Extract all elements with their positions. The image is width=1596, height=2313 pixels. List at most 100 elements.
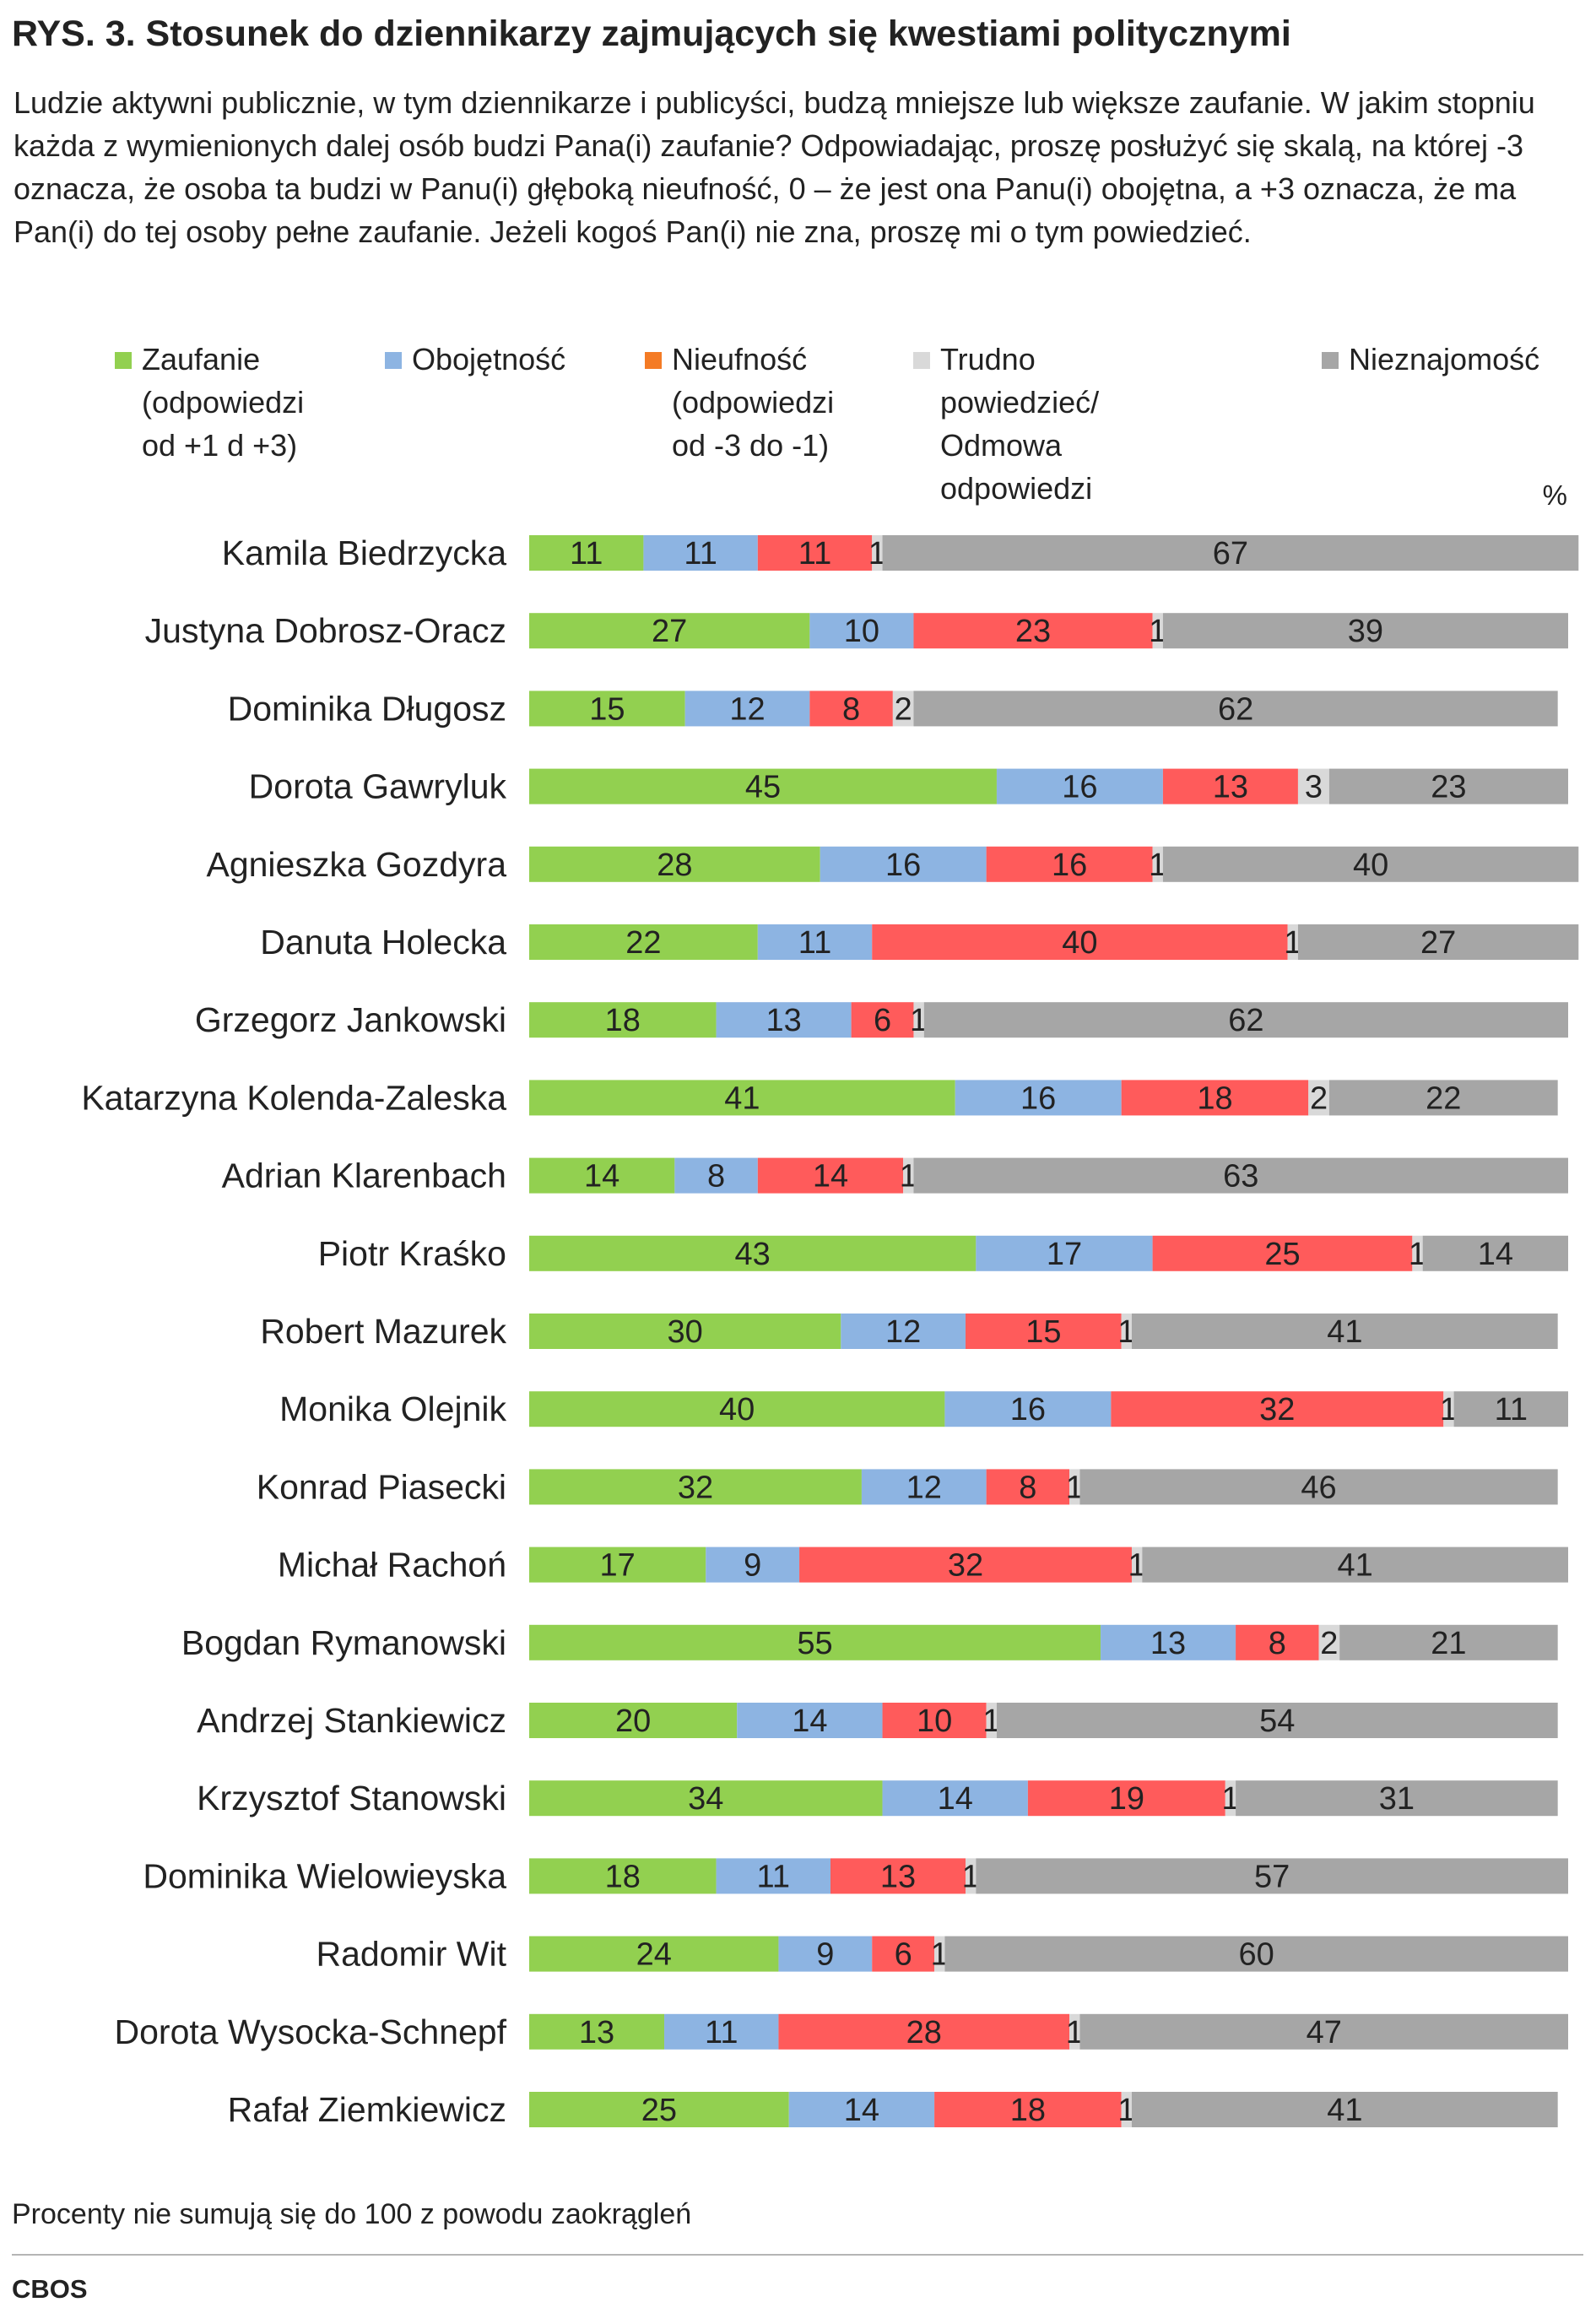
bar-segment-grzegorz-jankowski-s0 bbox=[529, 1002, 717, 1038]
data-label-andrzej-stankiewicz-s0: 20 bbox=[615, 1704, 651, 1739]
data-label-kamila-biedrzycka-s3: 1 bbox=[868, 536, 886, 571]
category-label-dorota-wysocka-schnepf: Dorota Wysocka-Schnepf bbox=[115, 2012, 507, 2051]
data-label-piotr-krasko-s3: 1 bbox=[1409, 1237, 1426, 1272]
bar-segment-dorota-wysocka-schnepf-s3 bbox=[1069, 2013, 1080, 2050]
category-label-agnieszka-gozdyra: Agnieszka Gozdyra bbox=[206, 845, 506, 884]
legend-swatch-obojetnosc bbox=[385, 352, 402, 369]
data-label-konrad-piasecki-s4: 46 bbox=[1301, 1470, 1336, 1505]
data-label-piotr-krasko-s2: 25 bbox=[1264, 1237, 1300, 1272]
bar-segment-piotr-krasko-s2 bbox=[1152, 1235, 1413, 1271]
data-label-bogdan-rymanowski-s4: 21 bbox=[1431, 1626, 1466, 1661]
data-label-konrad-piasecki-s1: 12 bbox=[906, 1470, 942, 1505]
data-label-radomir-wit-s1: 9 bbox=[816, 1937, 834, 1973]
bar-segment-dominika-dlugosz-s1 bbox=[684, 691, 810, 727]
data-label-dorota-wysocka-schnepf-s4: 47 bbox=[1307, 2015, 1342, 2050]
bar-segment-konrad-piasecki-s4 bbox=[1079, 1469, 1558, 1505]
bar-segment-katarzyna-kolenda-zaleska-s2 bbox=[1121, 1080, 1309, 1116]
data-label-rafal-ziemkiewicz-s1: 14 bbox=[844, 2093, 879, 2128]
bar-segment-andrzej-stankiewicz-s3 bbox=[986, 1703, 997, 1738]
bar-segment-kamila-biedrzycka-s3 bbox=[872, 535, 883, 571]
bar-segment-konrad-piasecki-s1 bbox=[861, 1469, 987, 1505]
data-label-robert-mazurek-s2: 15 bbox=[1025, 1314, 1061, 1350]
category-label-dorota-gawryluk: Dorota Gawryluk bbox=[249, 767, 507, 806]
data-label-kamila-biedrzycka-s4: 67 bbox=[1213, 536, 1248, 571]
bar-segment-konrad-piasecki-s3 bbox=[1069, 1469, 1080, 1505]
bar-segment-robert-mazurek-s2 bbox=[966, 1314, 1122, 1349]
survey-question: Ludzie aktywni publicznie, w tym dzienni… bbox=[14, 85, 1535, 249]
category-label-krzysztof-stanowski: Krzysztof Stanowski bbox=[197, 1779, 506, 1817]
legend-label-trudno-powiedziec: Trudno powiedzieć/ Odmowa odpowiedzi bbox=[940, 342, 1100, 506]
data-label-grzegorz-jankowski-s0: 18 bbox=[605, 1003, 641, 1038]
bar-segment-dominika-dlugosz-s2 bbox=[809, 691, 893, 727]
category-label-dominika-wielowieyska: Dominika Wielowieyska bbox=[143, 1856, 506, 1895]
category-label-monika-olejnik: Monika Olejnik bbox=[279, 1389, 506, 1428]
data-label-dorota-gawryluk-s0: 45 bbox=[745, 770, 781, 805]
bar-segment-dominika-wielowieyska-s4 bbox=[976, 1858, 1568, 1894]
legend-label-obojetnosc: Obojętność bbox=[412, 342, 566, 376]
bar-segment-justyna-dobrosz-oracz-s1 bbox=[809, 613, 914, 649]
data-label-piotr-krasko-s0: 43 bbox=[735, 1237, 771, 1272]
data-label-bogdan-rymanowski-s1: 13 bbox=[1150, 1626, 1186, 1661]
bar-segment-agnieszka-gozdyra-s4 bbox=[1162, 846, 1579, 882]
data-label-michal-rachon-s2: 32 bbox=[948, 1548, 983, 1584]
bar-segment-andrzej-stankiewicz-s1 bbox=[737, 1703, 883, 1738]
legend-label-nieznajomosc: Nieznajomość bbox=[1349, 342, 1540, 376]
bar-segment-dorota-gawryluk-s4 bbox=[1328, 768, 1568, 804]
bar-segment-robert-mazurek-s3 bbox=[1121, 1314, 1132, 1349]
data-label-robert-mazurek-s1: 12 bbox=[885, 1314, 921, 1350]
bar-segment-justyna-dobrosz-oracz-s2 bbox=[913, 613, 1153, 649]
data-label-dominika-wielowieyska-s0: 18 bbox=[605, 1859, 641, 1894]
data-label-andrzej-stankiewicz-s1: 14 bbox=[792, 1704, 827, 1739]
data-label-radomir-wit-s4: 60 bbox=[1239, 1937, 1274, 1973]
bar-segment-bogdan-rymanowski-s1 bbox=[1101, 1624, 1236, 1660]
data-label-robert-mazurek-s0: 30 bbox=[668, 1314, 703, 1350]
data-label-radomir-wit-s0: 24 bbox=[636, 1937, 672, 1973]
data-label-monika-olejnik-s4: 11 bbox=[1495, 1392, 1528, 1427]
bar-segment-danuta-holecka-s0 bbox=[529, 924, 758, 960]
bar-segment-konrad-piasecki-s0 bbox=[529, 1469, 862, 1505]
data-label-michal-rachon-s4: 41 bbox=[1337, 1548, 1372, 1584]
bar-segment-bogdan-rymanowski-s2 bbox=[1236, 1624, 1319, 1660]
data-label-monika-olejnik-s0: 40 bbox=[719, 1392, 755, 1427]
bar-segment-dorota-wysocka-schnepf-s1 bbox=[664, 2013, 779, 2050]
data-label-dorota-wysocka-schnepf-s0: 13 bbox=[579, 2015, 614, 2050]
bar-segment-michal-rachon-s1 bbox=[706, 1547, 800, 1583]
category-label-bogdan-rymanowski: Bogdan Rymanowski bbox=[181, 1623, 506, 1662]
data-label-konrad-piasecki-s0: 32 bbox=[678, 1470, 713, 1505]
legend-swatch-nieufnosc bbox=[645, 352, 662, 369]
category-label-grzegorz-jankowski: Grzegorz Jankowski bbox=[195, 1000, 506, 1039]
bar-segment-dorota-gawryluk-s2 bbox=[1162, 768, 1298, 804]
bar-segment-andrzej-stankiewicz-s2 bbox=[882, 1703, 987, 1738]
data-label-kamila-biedrzycka-s0: 11 bbox=[570, 536, 603, 571]
bar-segment-danuta-holecka-s2 bbox=[872, 924, 1288, 960]
data-label-dorota-gawryluk-s1: 16 bbox=[1062, 770, 1097, 805]
category-label-kamila-biedrzycka: Kamila Biedrzycka bbox=[222, 534, 506, 572]
data-label-andrzej-stankiewicz-s4: 54 bbox=[1259, 1704, 1295, 1739]
data-label-dorota-wysocka-schnepf-s2: 28 bbox=[906, 2015, 942, 2050]
bar-segment-kamila-biedrzycka-s0 bbox=[529, 535, 644, 571]
data-label-danuta-holecka-s3: 1 bbox=[1284, 925, 1301, 961]
data-label-dominika-dlugosz-s2: 8 bbox=[842, 691, 860, 727]
bar-segment-justyna-dobrosz-oracz-s3 bbox=[1152, 613, 1163, 649]
footnote: Procenty nie sumują się do 100 z powodu … bbox=[12, 2198, 692, 2230]
bar-segment-radomir-wit-s3 bbox=[934, 1936, 945, 1972]
data-label-justyna-dobrosz-oracz-s1: 10 bbox=[844, 614, 879, 649]
data-label-dominika-wielowieyska-s2: 13 bbox=[880, 1859, 916, 1894]
legend-swatch-nieznajomosc bbox=[1322, 352, 1339, 369]
bar-segment-dominika-dlugosz-s0 bbox=[529, 691, 685, 727]
data-label-krzysztof-stanowski-s1: 14 bbox=[938, 1781, 973, 1817]
bar-segment-michal-rachon-s3 bbox=[1131, 1547, 1143, 1583]
bar-segment-krzysztof-stanowski-s3 bbox=[1225, 1780, 1236, 1817]
bar-segment-krzysztof-stanowski-s0 bbox=[529, 1780, 883, 1817]
data-label-dominika-dlugosz-s4: 62 bbox=[1218, 691, 1253, 727]
bar-segment-krzysztof-stanowski-s2 bbox=[1027, 1780, 1225, 1817]
data-label-krzysztof-stanowski-s2: 19 bbox=[1109, 1781, 1144, 1817]
data-label-danuta-holecka-s2: 40 bbox=[1062, 925, 1097, 961]
bar-segment-kamila-biedrzycka-s1 bbox=[643, 535, 758, 571]
data-label-bogdan-rymanowski-s2: 8 bbox=[1269, 1626, 1286, 1661]
category-label-rafal-ziemkiewicz: Rafał Ziemkiewicz bbox=[228, 2090, 506, 2129]
bar-segment-radomir-wit-s4 bbox=[944, 1936, 1568, 1972]
data-label-justyna-dobrosz-oracz-s4: 39 bbox=[1348, 614, 1383, 649]
divider bbox=[12, 2254, 1583, 2256]
data-label-michal-rachon-s0: 17 bbox=[599, 1548, 635, 1584]
